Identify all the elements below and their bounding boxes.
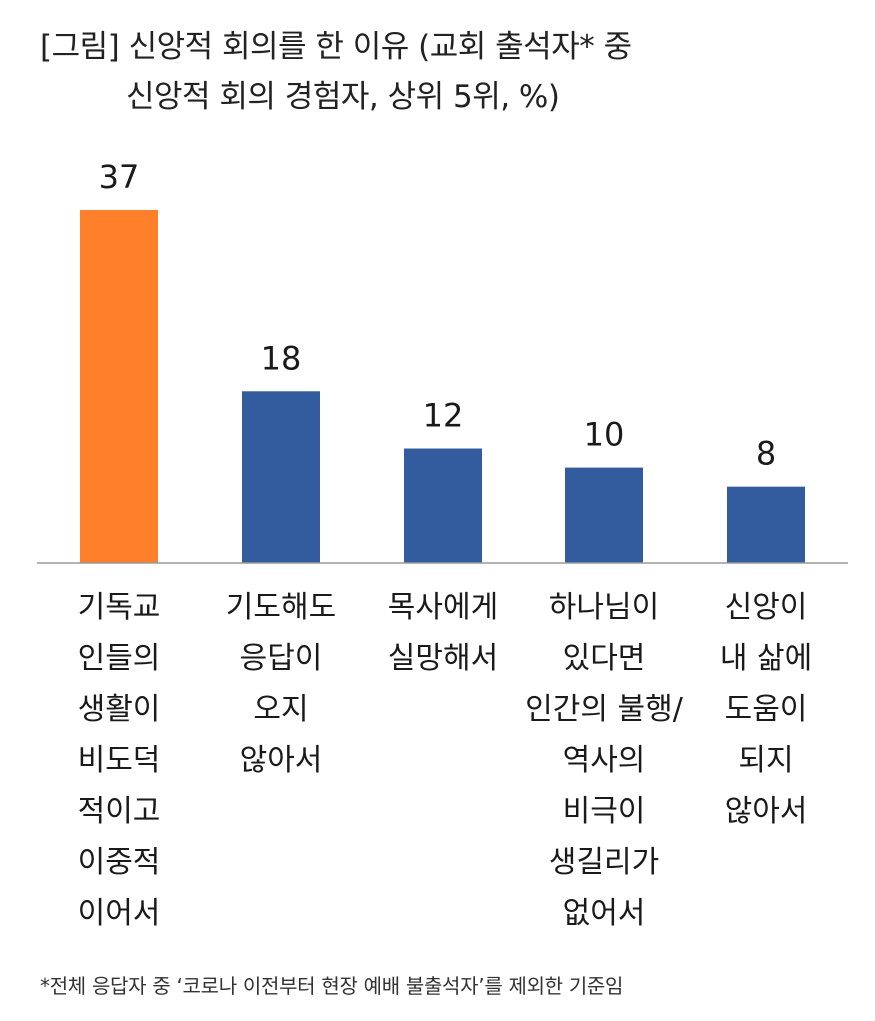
category-label-line: 인들의	[78, 641, 161, 676]
category-label-line: 없어서	[563, 896, 646, 931]
value-label-2: 18	[261, 339, 302, 377]
category-label-line: 생길리가	[549, 845, 659, 880]
chart-title-line2: 신앙적 회의 경험자, 상위 5위, %)	[126, 79, 560, 115]
footnote: *전체 응답자 중 ‘코로나 이전부터 현장 예배 불출석자’를 제외한 기준임	[40, 974, 624, 998]
category-label-line: 기도해도	[226, 590, 336, 625]
category-label-line: 적이고	[78, 794, 161, 829]
category-label-line: 않아서	[240, 743, 323, 778]
bar-5	[727, 486, 805, 563]
category-label-line: 이어서	[78, 896, 161, 931]
category-label-line: 인간의 불행/	[525, 692, 684, 727]
category-label-line: 하나님이	[549, 590, 659, 625]
category-label-line: 생활이	[78, 692, 161, 727]
category-label-line: 실망해서	[388, 641, 498, 676]
category-label-line: 역사의	[563, 743, 646, 778]
bar-2	[242, 391, 320, 563]
value-label-1: 37	[99, 158, 140, 196]
category-label-line: 응답이	[240, 641, 323, 676]
category-label-line: 오지	[253, 692, 308, 727]
value-label-4: 10	[584, 416, 625, 454]
category-label-line: 기독교	[78, 590, 161, 625]
category-label-line: 있다면	[563, 641, 646, 676]
category-label-line: 비극이	[563, 794, 646, 829]
category-label-line: 비도덕	[78, 743, 161, 778]
category-label-line: 않아서	[725, 794, 808, 829]
value-labels-group: 37 18 12 10 8	[99, 158, 777, 473]
category-label-line: 되지	[738, 743, 793, 778]
category-label-line: 도움이	[725, 692, 808, 727]
chart-title-line1: [그림] 신앙적 회의를 한 이유 (교회 출석자* 중	[40, 29, 632, 65]
chart-title: [그림] 신앙적 회의를 한 이유 (교회 출석자* 중 신앙적 회의 경험자,…	[40, 22, 840, 122]
bar-3	[404, 448, 482, 563]
category-label-line: 이중적	[78, 845, 161, 880]
category-label-line: 신앙이	[725, 590, 808, 625]
category-label-line: 내 삶에	[720, 641, 812, 676]
category-label-line: 목사에게	[388, 590, 498, 625]
bars-group	[80, 210, 805, 563]
value-label-3: 12	[423, 397, 464, 435]
value-label-5: 8	[756, 435, 776, 473]
bar-1	[80, 210, 158, 563]
bar-4	[565, 467, 643, 563]
